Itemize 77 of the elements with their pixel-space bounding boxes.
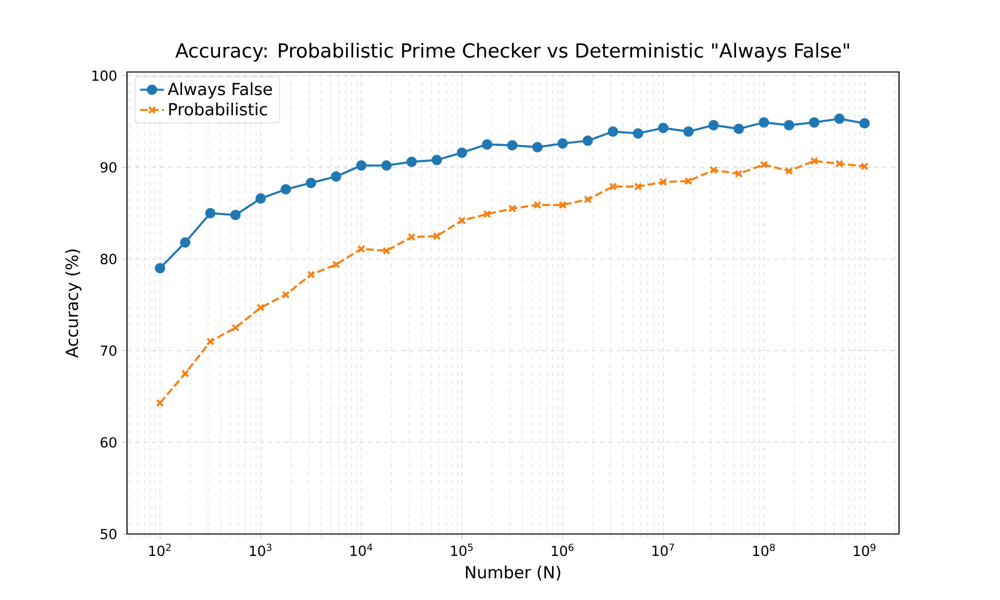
point	[608, 126, 618, 137]
point	[608, 182, 617, 191]
point	[332, 260, 340, 268]
point	[206, 338, 214, 346]
point	[734, 124, 744, 134]
x-tick-label: 10$^{4}$	[350, 544, 372, 556]
point	[760, 160, 768, 169]
point	[558, 200, 567, 209]
point	[659, 178, 668, 186]
point	[432, 232, 441, 240]
point	[734, 170, 743, 178]
point	[307, 270, 315, 279]
point	[432, 154, 442, 166]
y-tick-label: 100	[92, 70, 116, 81]
point	[859, 118, 870, 129]
point	[181, 370, 190, 378]
legend-label: Always False	[168, 82, 272, 98]
legend-label: Probabilistic	[169, 102, 267, 116]
x-tick-label: 10$^{5}$	[451, 544, 473, 556]
point	[180, 237, 190, 248]
point	[458, 216, 466, 224]
point	[205, 208, 216, 218]
y-tick-label: 60	[100, 437, 116, 448]
point	[456, 147, 468, 158]
point	[533, 200, 542, 209]
point	[381, 160, 392, 171]
x-tick-label: 10$^{8}$	[753, 544, 775, 556]
y-tick-label: 90	[100, 162, 116, 173]
x-tick-label: 10$^{7}$	[652, 544, 674, 556]
point	[255, 193, 266, 204]
y-tick-label: 70	[100, 345, 116, 356]
x-tick-label: 10$^{3}$	[250, 544, 272, 556]
x-tick-label: 10$^{2}$	[149, 544, 171, 556]
x-tick-label: 10$^{9}$	[854, 544, 876, 556]
y-tick-label: 80	[100, 254, 116, 264]
point	[406, 156, 417, 168]
point	[557, 138, 568, 149]
point	[785, 167, 794, 175]
point	[584, 195, 592, 204]
point	[154, 262, 166, 274]
point	[708, 120, 719, 130]
point	[632, 128, 644, 139]
point	[482, 139, 492, 150]
point	[784, 120, 794, 130]
point	[683, 126, 694, 137]
point	[532, 142, 543, 152]
point	[860, 162, 869, 170]
chart-title: Accuracy: Probabilistic Prime Checker vs Deterministic "Always False"	[175, 42, 849, 62]
point	[710, 166, 718, 174]
point	[280, 184, 292, 195]
point	[809, 117, 820, 128]
point	[508, 204, 516, 213]
point	[684, 177, 692, 186]
y-axis-title: Accuracy (%)	[65, 250, 82, 358]
point	[835, 160, 844, 168]
point	[382, 246, 390, 255]
point	[156, 398, 164, 407]
point	[582, 136, 593, 146]
point	[834, 114, 845, 124]
point	[507, 140, 518, 151]
point	[634, 182, 642, 191]
point	[758, 117, 770, 128]
point	[230, 210, 241, 220]
point	[356, 160, 366, 171]
point	[232, 324, 240, 332]
point	[810, 156, 818, 165]
point	[357, 244, 366, 253]
x-tick-label: 10$^{6}$	[552, 544, 574, 556]
point	[483, 210, 492, 218]
point	[330, 171, 342, 182]
point	[306, 178, 316, 188]
point	[408, 233, 416, 241]
y-tick-label: 50	[100, 528, 116, 540]
point	[658, 122, 668, 134]
point	[256, 304, 265, 312]
point	[282, 290, 290, 299]
x-axis-title: Number (N)	[466, 566, 560, 580]
